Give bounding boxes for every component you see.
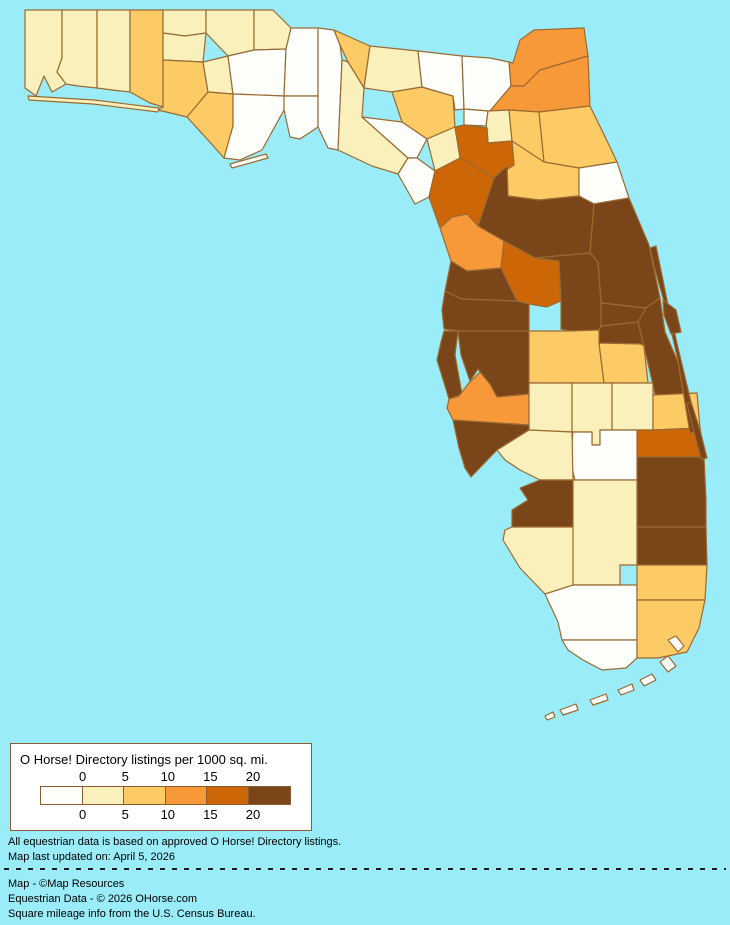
island-cape-canaveral [662,299,682,335]
county-lafayette [361,116,428,159]
county-leon [283,27,319,97]
legend-color-ramp [40,786,296,805]
county-sarasota [452,419,530,478]
county-charlotte [511,479,576,528]
legend-tick-5: 5 [121,769,129,784]
island-key-1 [667,635,685,653]
legend-tick-10: 10 [160,807,176,822]
county-union [463,108,489,127]
county-orange [598,321,645,347]
county-gadsden [253,9,292,51]
county-hamilton [363,45,423,93]
island-key-5 [589,693,609,706]
county-martin [636,456,707,528]
dashed-separator [4,868,726,870]
county-santa-rosa [56,9,98,89]
county-palm-beach [636,526,708,566]
legend-swatch-0 [40,786,83,805]
county-jackson [205,9,255,57]
legend-swatch-0-5 [81,786,125,805]
legend-title: O Horse! Directory listings per 1000 sq.… [20,752,268,767]
county-wakulla [283,95,319,140]
county-franklin [223,93,285,161]
credit-equestrian-data: Equestrian Data - © 2026 OHorse.com [8,893,198,905]
island-vero-barrier-island [686,401,708,460]
county-okeechobee [611,382,654,431]
county-osceola [598,342,649,384]
legend-tick-10: 10 [160,769,176,784]
county-bradford [485,109,513,144]
legend-ticks-bottom: 0 5 10 15 20 [40,807,296,822]
county-escambia [24,9,67,97]
county-liberty [227,48,287,97]
legend-tick-5: 5 [121,807,129,822]
legend-swatch-15-20 [206,786,249,805]
note-data-source: All equestrian data is based on approved… [8,836,342,848]
county-glades [569,429,638,481]
county-okaloosa [96,9,131,93]
county-polk [528,329,605,384]
island-key-4 [617,683,635,696]
county-st-johns [538,105,618,169]
county-miami-dade [636,599,706,659]
county-washington [162,32,207,63]
island-panhandle-barrier-island [27,95,160,113]
county-walton [129,9,164,108]
county-holmes [162,9,207,37]
legend-swatch-20+ [247,786,291,805]
island-key-7 [544,711,556,721]
county-hendry [572,479,638,586]
island-key-2 [659,655,677,673]
county-lee [502,526,576,595]
legend-tick-20: 20 [245,769,261,784]
island-key-6 [559,703,579,716]
county-flagler [578,161,630,205]
county-broward [636,564,708,601]
legend-swatch-10-15 [164,786,208,805]
county-pinellas [436,330,463,400]
legend-tick-15: 15 [203,769,218,784]
island-key-3 [639,673,657,687]
legend-ticks-top: 0 5 10 15 20 [40,769,296,784]
credit-map: Map - ©Map Resources [8,878,125,890]
county-collier [544,584,638,641]
note-last-updated: Map last updated on: April 5, 2026 [8,851,175,863]
legend-tick-20: 20 [245,807,261,822]
legend-swatch-5-10 [123,786,166,805]
legend-tick-0: 0 [78,807,87,822]
credit-census: Square mileage info from the U.S. Census… [8,908,256,920]
legend-tick-15: 15 [203,807,218,822]
legend-tick-0: 0 [78,769,87,784]
county-monroe [561,639,638,671]
island-franklin-barrier-island [229,153,269,169]
county-hardee [528,382,573,433]
county-manatee [446,371,530,426]
